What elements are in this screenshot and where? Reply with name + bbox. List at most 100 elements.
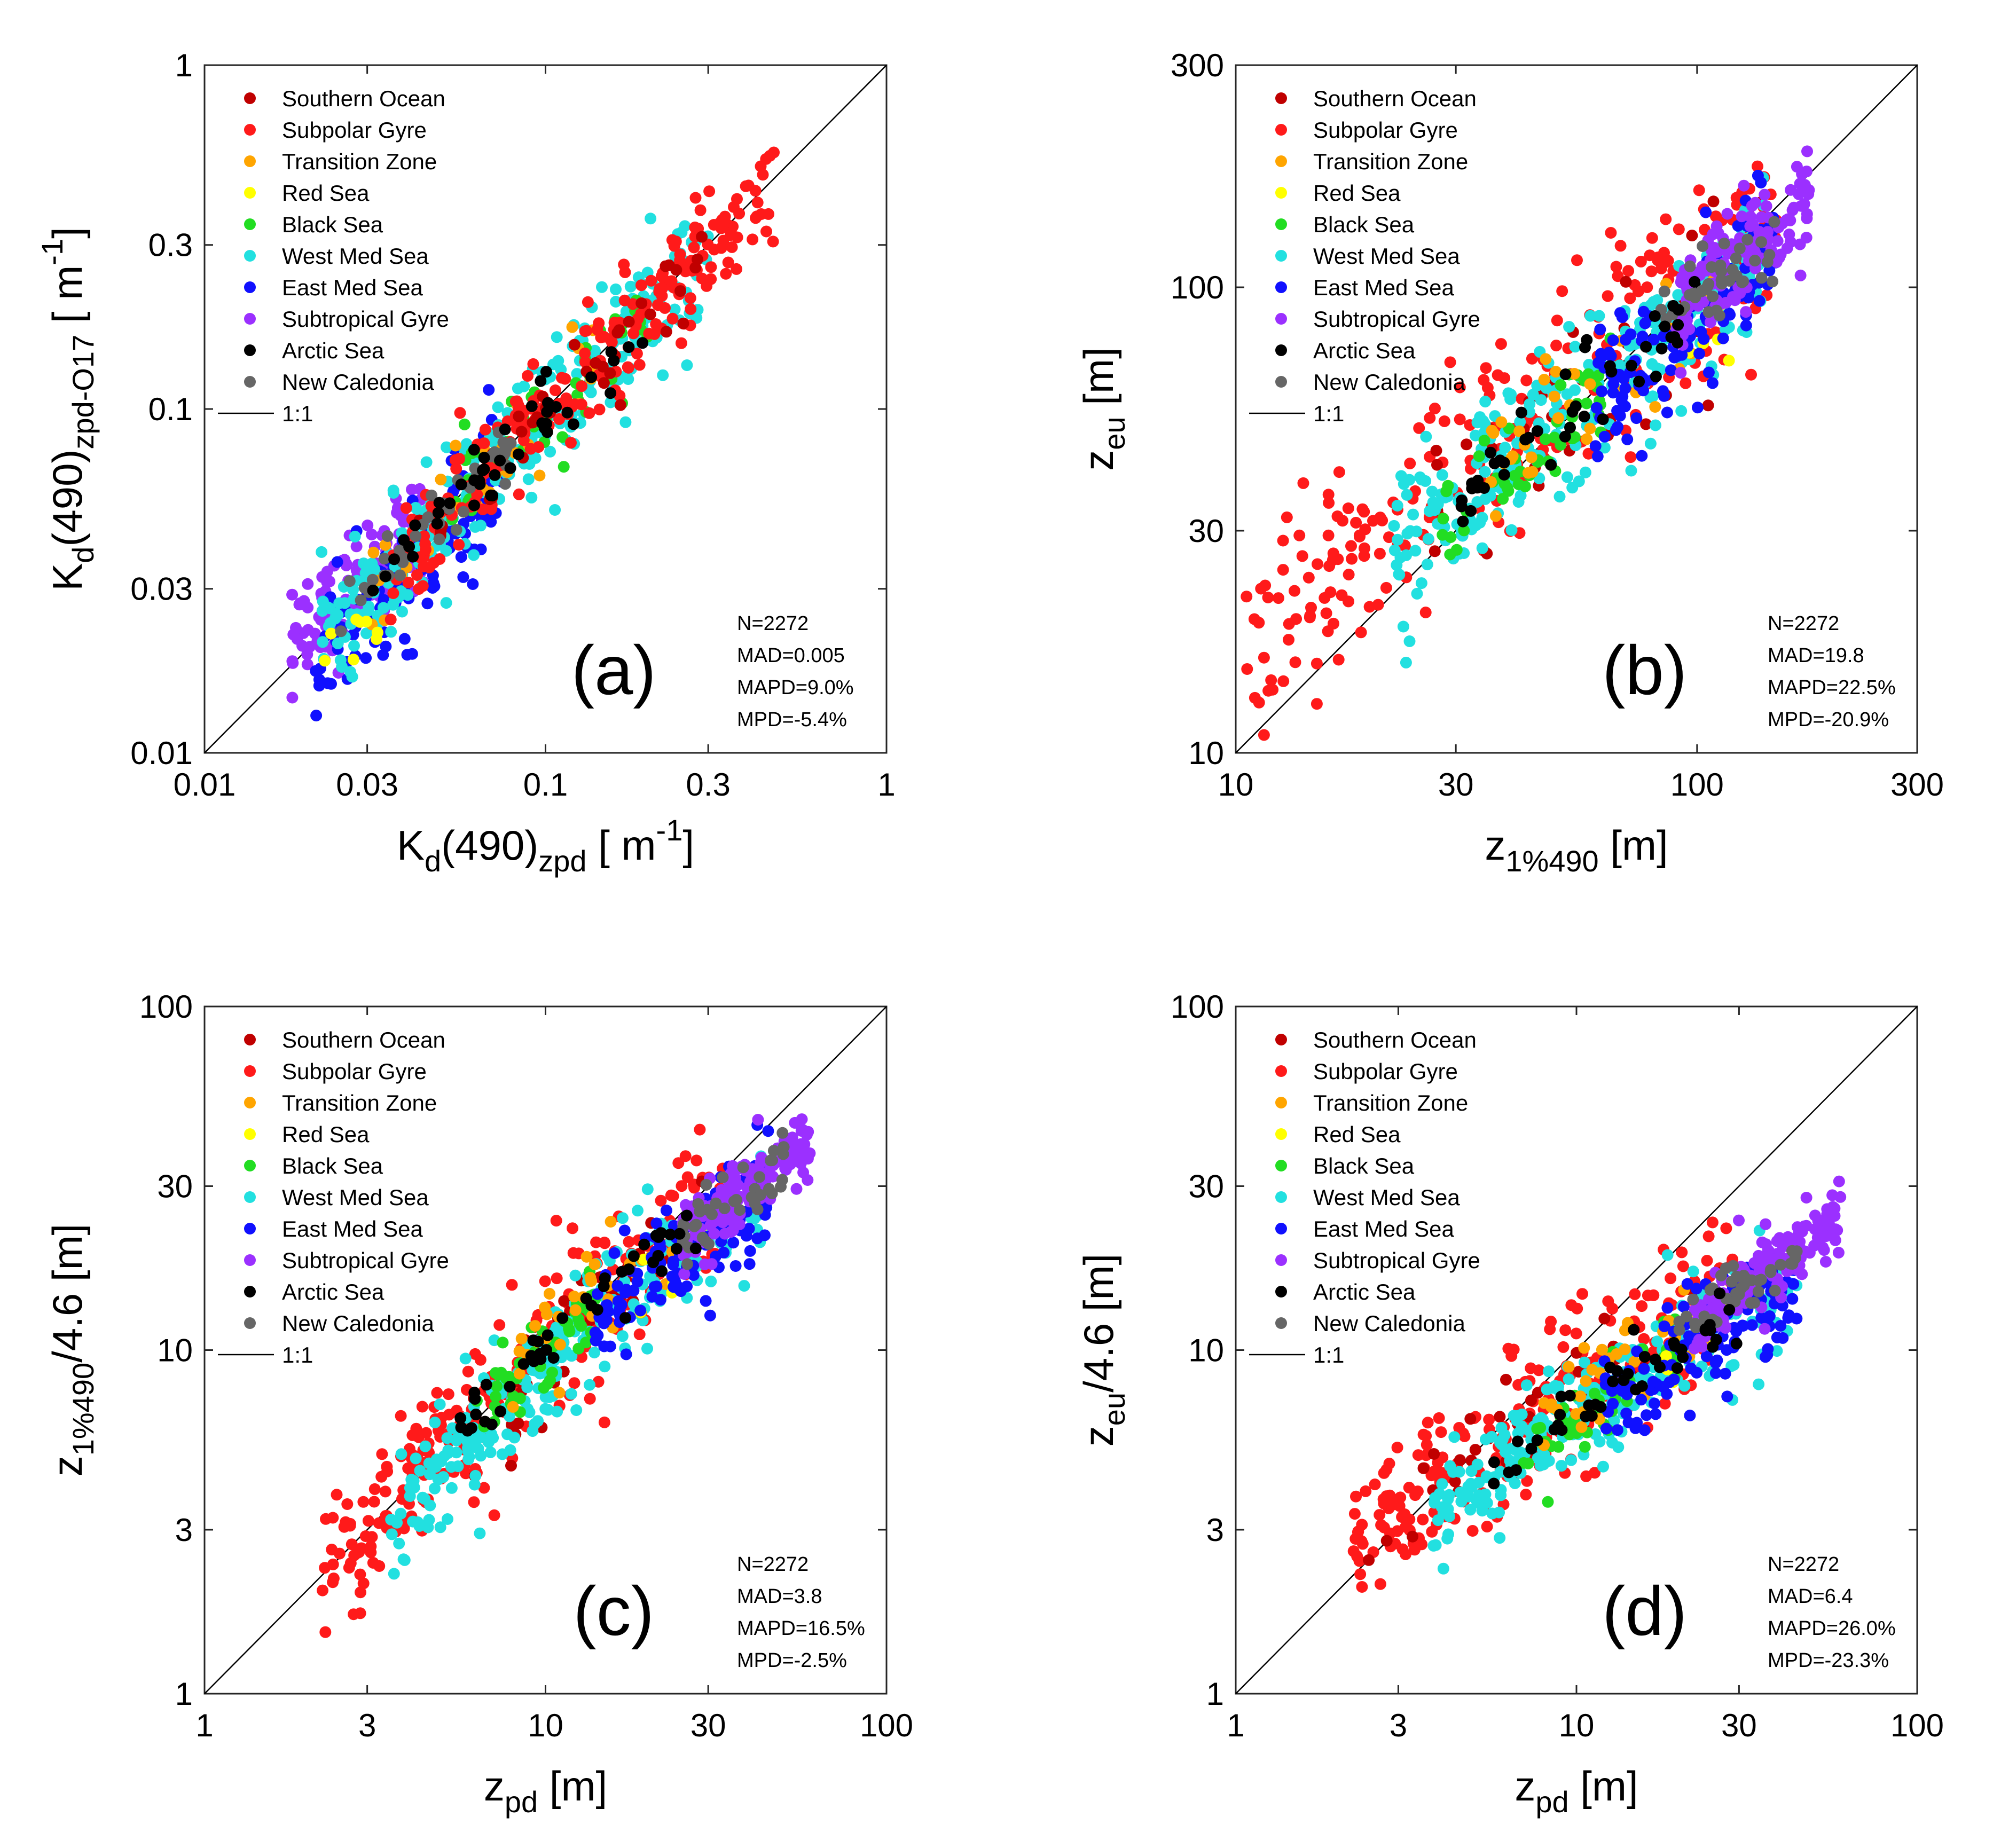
data-point-east-med-sea <box>1611 1424 1623 1436</box>
stat-mpd: MPD=-20.9% <box>1768 709 1889 731</box>
data-point-subtropical-gyre <box>1746 200 1758 212</box>
data-point-subtropical-gyre <box>286 691 299 704</box>
data-point-new-caledonia <box>1733 242 1746 255</box>
data-point-west-med-sea <box>420 456 433 468</box>
data-point-subpolar-gyre <box>1322 529 1335 541</box>
data-point-east-med-sea <box>1693 348 1705 360</box>
legend-label-1to1: 1:1 <box>1313 401 1344 426</box>
data-point-east-med-sea <box>1717 332 1729 344</box>
data-point-black-sea <box>1503 422 1515 435</box>
data-point-west-med-sea <box>1532 1452 1544 1464</box>
data-point-subpolar-gyre <box>733 207 746 219</box>
data-point-west-med-sea <box>429 1417 441 1429</box>
data-point-west-med-sea <box>610 296 622 308</box>
data-point-arctic-sea <box>1633 375 1645 388</box>
data-point-east-med-sea <box>455 551 467 563</box>
data-point-arctic-sea <box>517 1358 530 1370</box>
data-point-arctic-sea <box>1628 1324 1640 1336</box>
legend-marker <box>1275 124 1287 136</box>
data-point-west-med-sea <box>632 1205 644 1217</box>
data-point-east-med-sea <box>428 580 441 592</box>
data-point-subpolar-gyre <box>365 1546 377 1559</box>
data-point-subpolar-gyre <box>1483 1413 1495 1426</box>
data-point-west-med-sea <box>475 1450 487 1462</box>
data-point-west-med-sea <box>332 609 344 621</box>
data-point-arctic-sea <box>1649 310 1661 322</box>
data-point-transition-zone <box>1526 466 1539 478</box>
data-point-west-med-sea <box>523 1406 536 1418</box>
data-point-east-med-sea <box>1607 334 1619 347</box>
data-point-subtropical-gyre <box>790 1183 803 1195</box>
data-point-subpolar-gyre <box>1521 1475 1533 1487</box>
y-axis-label: z1%490/4.6 [m] <box>44 1224 100 1476</box>
data-point-arctic-sea <box>485 489 497 501</box>
legend-label: Subpolar Gyre <box>1313 117 1458 143</box>
y-tick-label: 10 <box>157 1333 193 1369</box>
data-point-black-sea <box>491 1380 503 1393</box>
panel-b: 10 30 100 300 10 30 100 300 Southern Ocean Subpol… <box>1075 48 1944 878</box>
data-point-arctic-sea <box>454 1412 467 1424</box>
data-point-subtropical-gyre <box>1775 248 1787 261</box>
data-point-transition-zone <box>566 321 578 333</box>
data-point-subpolar-gyre <box>354 1607 366 1619</box>
legend-label: Black Sea <box>282 212 383 237</box>
data-point-transition-zone <box>554 1339 566 1351</box>
data-point-subpolar-gyre <box>1312 558 1323 570</box>
data-point-west-med-sea <box>1486 1430 1498 1443</box>
data-point-subtropical-gyre <box>1758 1255 1770 1267</box>
data-point-red-sea <box>319 655 331 667</box>
data-point-arctic-sea <box>637 337 649 349</box>
legend-marker <box>244 1128 256 1140</box>
data-point-west-med-sea <box>410 1452 422 1465</box>
legend-label-1to1: 1:1 <box>1313 1342 1344 1367</box>
legend-label: Transition Zone <box>282 1090 437 1115</box>
data-point-subtropical-gyre <box>716 1184 728 1196</box>
data-point-subpolar-gyre <box>684 292 696 304</box>
data-point-east-med-sea <box>1658 1320 1670 1332</box>
data-point-black-sea <box>1498 477 1511 490</box>
data-point-subpolar-gyre <box>450 462 462 475</box>
data-point-west-med-sea <box>424 1499 436 1512</box>
data-point-west-med-sea <box>1584 310 1597 322</box>
data-point-new-caledonia <box>1718 238 1730 250</box>
data-point-subpolar-gyre <box>1345 540 1357 552</box>
data-point-subpolar-gyre <box>584 1393 596 1405</box>
data-point-east-med-sea <box>1636 450 1648 462</box>
data-point-new-caledonia <box>776 1127 789 1139</box>
data-point-subpolar-gyre <box>1429 403 1441 414</box>
data-point-subpolar-gyre <box>1319 592 1331 604</box>
data-point-arctic-sea <box>1523 431 1535 444</box>
data-point-transition-zone <box>1495 416 1508 428</box>
data-point-east-med-sea <box>1691 1366 1703 1379</box>
data-point-new-caledonia <box>1737 276 1749 287</box>
panel-c: 1 3 10 30 100 1 3 10 30 100 Southern Ocean Subpolar… <box>44 989 913 1819</box>
data-point-east-med-sea <box>660 1205 672 1216</box>
data-point-west-med-sea <box>518 380 530 392</box>
data-point-west-med-sea <box>1447 1466 1459 1478</box>
y-tick-label: 0.03 <box>130 571 193 607</box>
data-point-subpolar-gyre <box>1311 698 1323 710</box>
data-point-black-sea <box>1445 531 1457 543</box>
data-point-west-med-sea <box>1474 516 1486 529</box>
data-point-west-med-sea <box>1553 491 1566 503</box>
data-point-arctic-sea <box>1554 1409 1566 1421</box>
data-point-west-med-sea <box>410 502 422 514</box>
data-point-subpolar-gyre <box>1327 554 1339 566</box>
data-point-west-med-sea <box>1479 493 1491 505</box>
data-point-subpolar-gyre <box>1417 1428 1430 1441</box>
legend-marker <box>244 1160 256 1171</box>
data-point-arctic-sea <box>512 448 524 460</box>
data-point-west-med-sea <box>445 1482 458 1494</box>
data-point-subpolar-gyre <box>478 1482 490 1494</box>
data-point-southern-ocean <box>515 426 528 438</box>
data-point-subtropical-gyre <box>788 1145 800 1157</box>
data-point-subtropical-gyre <box>1802 188 1815 200</box>
data-point-arctic-sea <box>1625 359 1637 372</box>
data-point-subpolar-gyre <box>1533 1364 1545 1377</box>
data-point-subpolar-gyre <box>1354 1568 1367 1580</box>
data-point-arctic-sea <box>433 497 445 509</box>
data-point-subpolar-gyre <box>747 233 759 246</box>
data-point-black-sea <box>556 431 569 443</box>
legend-marker <box>1275 1128 1287 1140</box>
